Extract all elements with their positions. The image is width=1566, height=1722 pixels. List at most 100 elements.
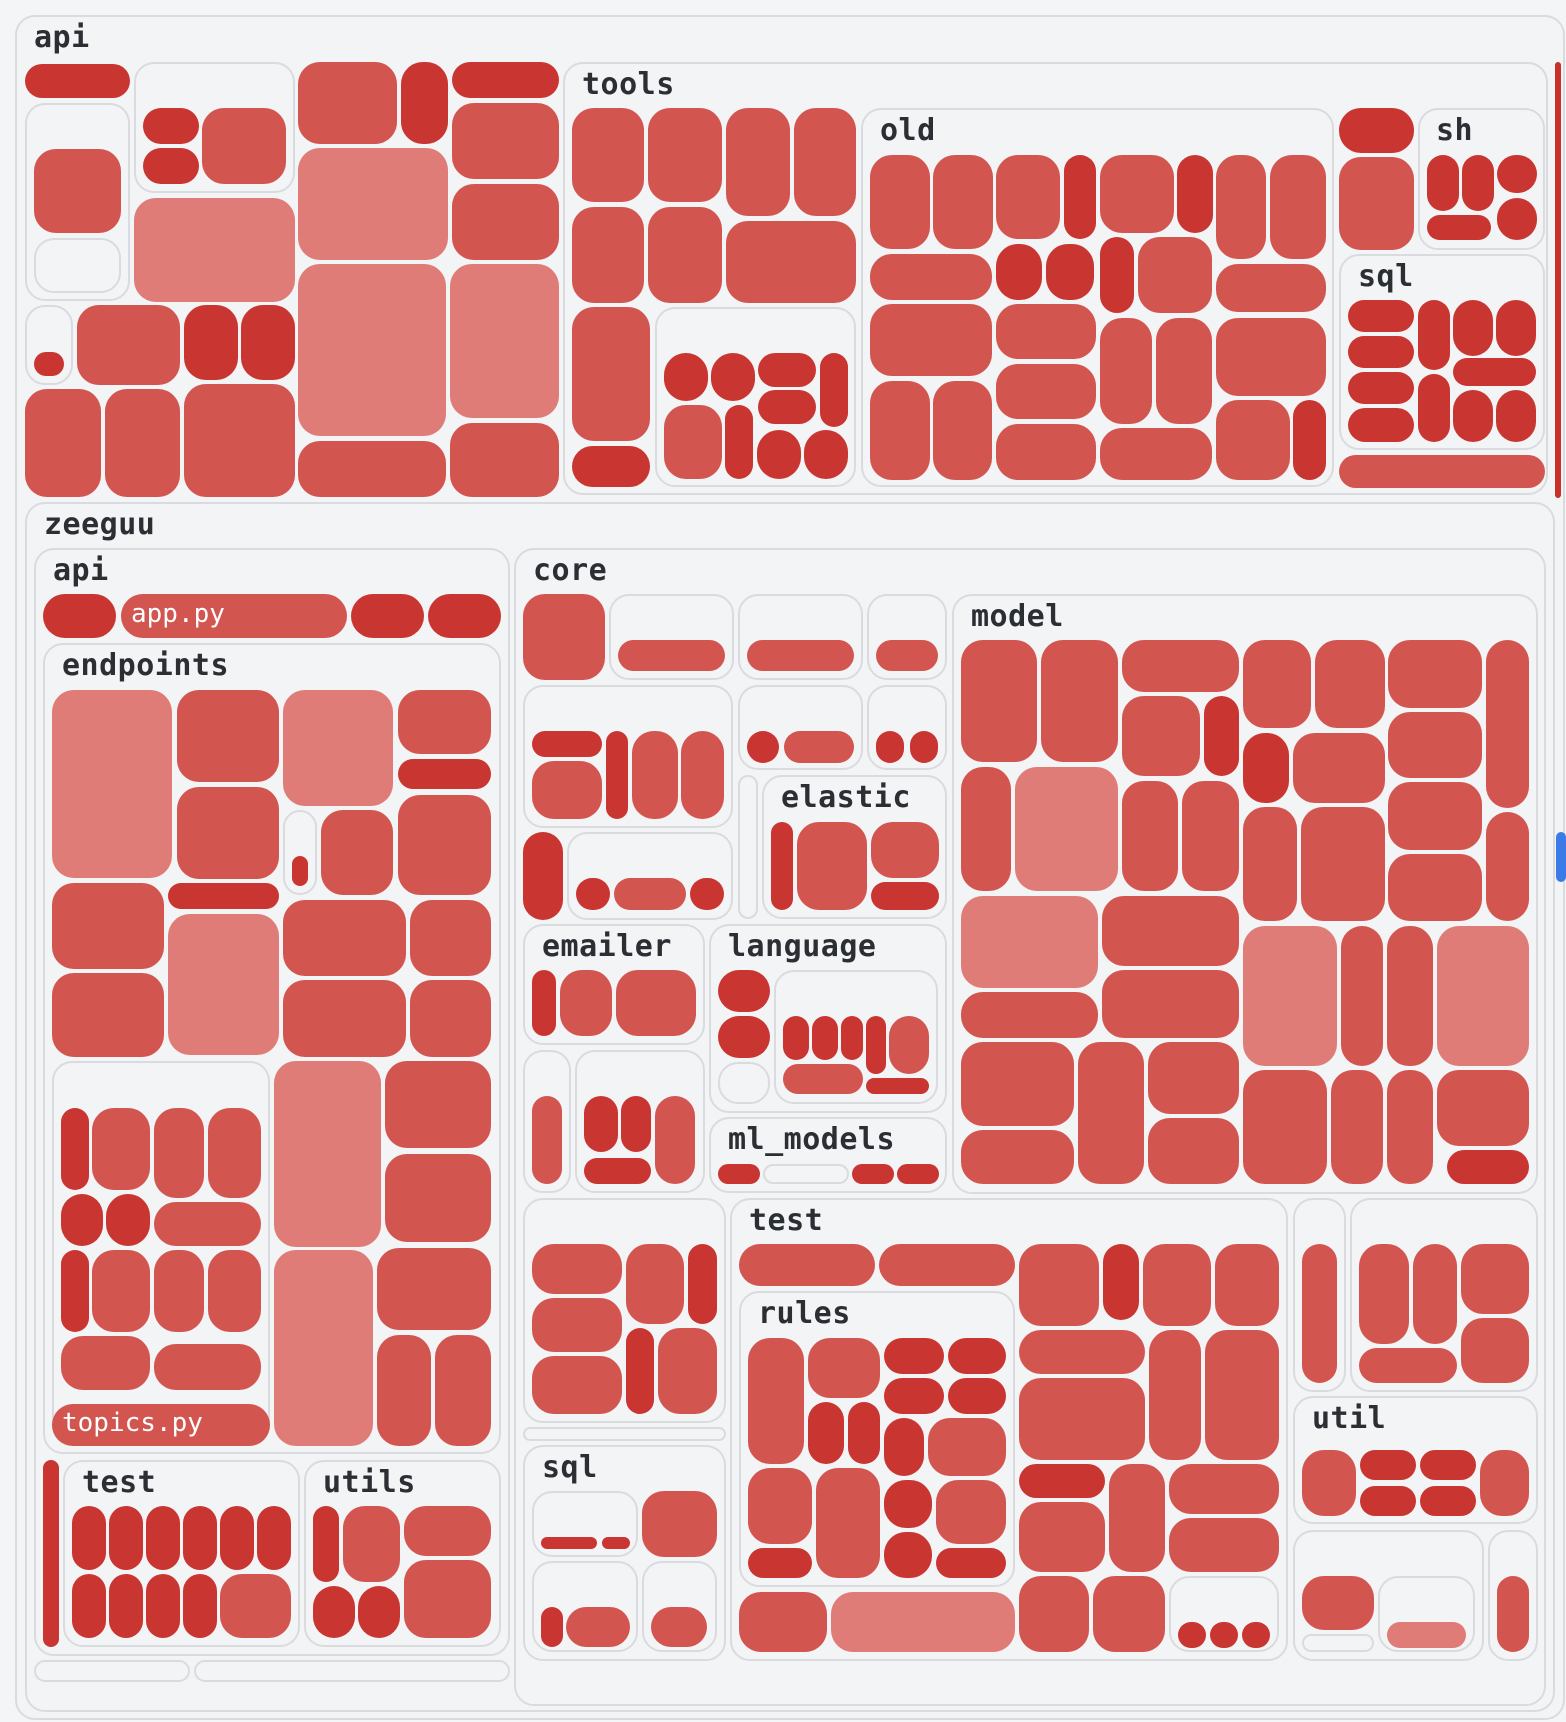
file-tile[interactable] <box>109 1574 143 1638</box>
file-tile[interactable] <box>184 384 295 497</box>
file-tile[interactable] <box>1103 1244 1139 1320</box>
file-tile[interactable] <box>758 353 816 387</box>
file-tile[interactable] <box>1122 640 1239 692</box>
file-tile[interactable] <box>748 1338 804 1464</box>
file-tile[interactable] <box>410 900 491 976</box>
file-tile[interactable] <box>1486 640 1529 808</box>
scrollbar-track[interactable] <box>1555 62 1561 498</box>
file-tile[interactable] <box>34 352 64 376</box>
file-tile[interactable] <box>1461 1318 1529 1383</box>
file-tile[interactable] <box>241 305 295 380</box>
file-tile[interactable] <box>572 108 644 202</box>
file-tile[interactable] <box>404 1560 491 1638</box>
file-tile[interactable] <box>313 1506 339 1582</box>
file-tile[interactable] <box>1270 155 1326 259</box>
file-tile[interactable] <box>1216 155 1266 259</box>
file-tile[interactable] <box>1243 926 1337 1066</box>
file-tile[interactable] <box>1019 1576 1089 1652</box>
folder-box[interactable] <box>34 1660 190 1682</box>
file-tile[interactable] <box>1418 374 1450 442</box>
file-tile[interactable] <box>1019 1244 1099 1326</box>
file-tile[interactable] <box>274 1250 373 1446</box>
file-tile[interactable] <box>1339 455 1545 488</box>
file-tile[interactable] <box>532 1096 562 1184</box>
file-tile[interactable] <box>648 207 722 303</box>
file-tile[interactable] <box>1496 300 1536 356</box>
file-tile[interactable] <box>961 992 1098 1038</box>
file-topics-py[interactable]: topics.py <box>52 1404 270 1446</box>
file-tile[interactable] <box>871 822 939 878</box>
file-tile[interactable] <box>948 1338 1006 1374</box>
file-tile[interactable] <box>1331 1070 1383 1184</box>
file-tile[interactable] <box>1100 237 1134 313</box>
file-tile[interactable] <box>177 787 279 879</box>
file-tile[interactable] <box>1387 1622 1466 1648</box>
file-tile[interactable] <box>884 1418 924 1476</box>
file-tile[interactable] <box>688 1244 717 1324</box>
file-tile[interactable] <box>1293 400 1326 480</box>
file-tile[interactable] <box>1148 1042 1239 1114</box>
file-tile[interactable] <box>1360 1486 1416 1516</box>
file-tile[interactable] <box>841 1016 863 1060</box>
file-tile[interactable] <box>1453 358 1536 386</box>
file-tile[interactable] <box>532 1244 622 1294</box>
file-tile[interactable] <box>1497 1576 1529 1652</box>
file-tile[interactable] <box>77 305 180 385</box>
file-tile[interactable] <box>532 1298 622 1352</box>
file-tile[interactable] <box>1093 1576 1165 1652</box>
file-tile[interactable] <box>532 761 602 819</box>
file-tile[interactable] <box>283 900 406 976</box>
file-tile[interactable] <box>343 1506 400 1582</box>
file-tile[interactable] <box>398 759 491 789</box>
file-tile[interactable] <box>52 973 164 1057</box>
file-tile[interactable] <box>1315 640 1385 728</box>
file-tile[interactable] <box>996 304 1096 359</box>
file-tile[interactable] <box>532 970 556 1036</box>
file-tile[interactable] <box>936 1480 1006 1544</box>
file-tile[interactable] <box>655 1096 695 1184</box>
file-tile[interactable] <box>1447 1150 1529 1184</box>
file-tile[interactable] <box>618 640 725 671</box>
file-tile[interactable] <box>1388 782 1482 850</box>
file-tile[interactable] <box>1064 155 1096 239</box>
file-tile[interactable] <box>401 62 448 144</box>
file-tile[interactable] <box>996 424 1096 480</box>
file-tile[interactable] <box>92 1108 150 1190</box>
file-tile[interactable] <box>897 1164 939 1184</box>
file-tile[interactable] <box>298 441 446 497</box>
file-tile[interactable] <box>1019 1378 1145 1460</box>
file-tile[interactable] <box>747 731 779 763</box>
file-tile[interactable] <box>1019 1464 1105 1498</box>
file-tile[interactable] <box>572 307 650 441</box>
file-tile[interactable] <box>1302 1244 1337 1383</box>
file-tile[interactable] <box>1387 926 1433 1066</box>
file-tile[interactable] <box>1359 1348 1457 1383</box>
file-tile[interactable] <box>584 1158 651 1184</box>
file-tile[interactable] <box>377 1248 491 1330</box>
file-tile[interactable] <box>1149 1330 1201 1460</box>
file-tile[interactable] <box>1427 215 1491 240</box>
file-tile[interactable] <box>910 731 938 763</box>
file-tile[interactable] <box>804 430 848 479</box>
file-tile[interactable] <box>1341 926 1383 1066</box>
file-tile[interactable] <box>690 878 724 910</box>
file-tile[interactable] <box>1453 300 1493 356</box>
file-tile[interactable] <box>1100 155 1174 233</box>
file-tile[interactable] <box>184 305 238 380</box>
file-tile[interactable] <box>884 1338 944 1374</box>
file-tile[interactable] <box>1078 1042 1144 1184</box>
file-tile[interactable] <box>154 1344 261 1390</box>
file-tile[interactable] <box>576 878 610 910</box>
file-tile[interactable] <box>208 1250 261 1332</box>
file-tile[interactable] <box>452 184 559 260</box>
file-tile[interactable] <box>870 304 992 376</box>
file-tile[interactable] <box>1480 1450 1529 1516</box>
file-tile[interactable] <box>1242 1622 1270 1648</box>
file-tile[interactable] <box>794 108 856 216</box>
file-tile[interactable] <box>220 1574 291 1638</box>
file-tile[interactable] <box>961 640 1037 762</box>
file-tile[interactable] <box>1210 1622 1238 1648</box>
file-tile[interactable] <box>718 1164 760 1184</box>
file-tile[interactable] <box>616 970 696 1036</box>
file-tile[interactable] <box>1418 300 1450 370</box>
